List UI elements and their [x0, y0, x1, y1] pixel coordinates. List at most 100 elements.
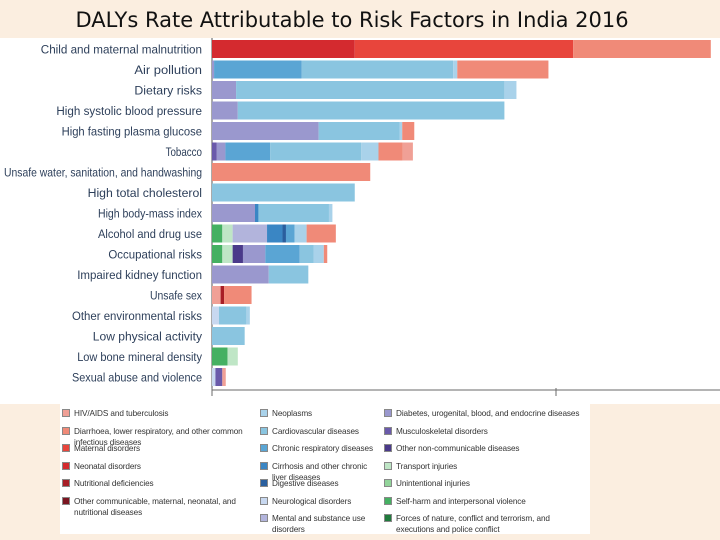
- bar-segment: [299, 245, 314, 263]
- legend-item: Cirrhosis and other chronic liver diseas…: [260, 461, 382, 482]
- legend-label: Chronic respiratory diseases: [272, 444, 373, 453]
- legend-item: Cardiovascular diseases: [260, 426, 382, 444]
- bar-segment: [232, 245, 243, 263]
- category-label: Impaired kidney function: [77, 268, 202, 282]
- bar-segment: [268, 265, 309, 284]
- bar-segment: [294, 224, 307, 243]
- bar-segment: [282, 224, 286, 243]
- category-label: Low physical activity: [93, 330, 203, 344]
- legend-label: Other non-communicable diseases: [396, 444, 520, 453]
- bar-segment: [216, 142, 226, 161]
- bar-segment: [222, 368, 226, 386]
- legend-item: Musculoskeletal disorders: [384, 426, 588, 444]
- legend-item: Transport injuries: [384, 461, 588, 479]
- bar-segment: [222, 224, 233, 243]
- bar-segment: [212, 122, 319, 140]
- legend-label: Unintentional injuries: [396, 479, 470, 488]
- legend-item: Maternal disorders: [62, 443, 258, 461]
- legend-column-1: HIV/AIDS and tuberculosis Diarrhoea, lowe…: [62, 408, 258, 517]
- bar-segment: [402, 142, 413, 161]
- bar-segment: [258, 204, 329, 222]
- legend-item: Chronic respiratory diseases: [260, 443, 382, 461]
- bar-segment: [328, 204, 333, 222]
- category-label: Alcohol and drug use: [98, 227, 202, 241]
- bar-segment: [212, 142, 217, 161]
- legend-item: Forces of nature, conflict and terrorism…: [384, 513, 588, 534]
- bar-segment: [232, 224, 268, 243]
- bar-segment: [212, 60, 215, 79]
- legend-label: Cirrhosis and other chronic liver diseas…: [272, 461, 368, 482]
- bar-segment: [212, 286, 221, 304]
- legend-swatch: [62, 409, 70, 417]
- bar-segment: [453, 60, 458, 79]
- legend-swatch: [260, 496, 268, 505]
- chart-legend: HIV/AIDS and tuberculosis Diarrhoea, lowe…: [60, 404, 590, 534]
- bar-segment: [378, 142, 403, 161]
- legend-item: HIV/AIDS and tuberculosis: [62, 408, 258, 426]
- bar-segment: [255, 204, 259, 222]
- bar-segment: [267, 224, 283, 243]
- legend-item: Neurological disorders: [260, 496, 382, 514]
- chart-title: DALYs Rate Attributable to Risk Factors …: [75, 8, 629, 32]
- bar-segment: [504, 81, 517, 99]
- bar-segment: [399, 122, 403, 140]
- bar-segment: [402, 122, 415, 140]
- legend-column-3: Diabetes, urogenital, blood, and endocri…: [384, 408, 588, 534]
- bar-segment: [215, 368, 223, 386]
- legend-label: Mental and substance use disorders: [272, 514, 366, 534]
- bar-segment: [237, 101, 505, 120]
- bar-segment: [285, 224, 295, 243]
- legend-label: Forces of nature, conflict and terrorism…: [396, 514, 550, 534]
- category-label: Occupational risks: [108, 248, 202, 262]
- bar-segment: [218, 306, 247, 325]
- legend-label: HIV/AIDS and tuberculosis: [74, 409, 169, 418]
- category-label: High body-mass index: [98, 207, 202, 221]
- bar-segment: [323, 245, 328, 263]
- bar-segment: [212, 265, 269, 284]
- bar-segment: [212, 81, 237, 99]
- category-label: Low bone mineral density: [77, 350, 203, 364]
- legend-swatch: [384, 479, 392, 487]
- bar-segment: [212, 101, 238, 120]
- category-label: Air pollution: [134, 63, 202, 77]
- legend-swatch: [62, 479, 70, 487]
- legend-item: Diabetes, urogenital, blood, and endocri…: [384, 408, 588, 426]
- category-label: High fasting plasma glucose: [62, 125, 203, 139]
- legend-swatch: [384, 426, 392, 435]
- bar-segment: [354, 40, 574, 58]
- bar-segment: [265, 245, 300, 263]
- legend-swatch: [384, 444, 392, 452]
- bar-segment: [457, 60, 549, 79]
- category-label: Unsafe water, sanitation, and handwashin…: [4, 166, 202, 180]
- legend-label: Musculoskeletal disorders: [396, 426, 488, 436]
- legend-item: Neoplasms: [260, 408, 382, 426]
- category-label: High systolic blood pressure: [56, 104, 202, 118]
- category-label: Unsafe sex: [150, 289, 202, 303]
- legend-label: Diabetes, urogenital, blood, and endocri…: [396, 409, 580, 418]
- legend-swatch: [384, 514, 392, 522]
- legend-swatch: [260, 514, 268, 522]
- legend-label: Diarrhoea, lower respiratory, and other …: [74, 426, 243, 447]
- legend-item: Nutritional deficiencies: [62, 478, 258, 496]
- bar-segment: [220, 286, 225, 304]
- legend-swatch: [260, 409, 268, 417]
- bar-segment: [212, 183, 355, 202]
- bar-segment: [573, 40, 711, 58]
- bar-segment: [227, 347, 238, 366]
- bar-segment: [222, 245, 233, 263]
- legend-swatch: [260, 426, 268, 435]
- category-label: Sexual abuse and violence: [72, 371, 202, 385]
- bar-segment: [313, 245, 324, 263]
- bar-segment: [212, 368, 216, 386]
- legend-item: Neonatal disorders: [62, 461, 258, 479]
- legend-label: Other communicable, maternal, neonatal, …: [74, 496, 236, 517]
- bar-segment: [212, 306, 219, 325]
- legend-item: Digestive diseases: [260, 478, 382, 496]
- legend-swatch: [384, 496, 392, 505]
- bar-segment: [214, 60, 302, 79]
- bar-segment: [212, 347, 228, 366]
- legend-item: Unintentional injuries: [384, 478, 588, 496]
- bar-segment: [242, 245, 266, 263]
- bar-segment: [212, 40, 355, 58]
- legend-label: Self-harm and interpersonal violence: [396, 496, 526, 506]
